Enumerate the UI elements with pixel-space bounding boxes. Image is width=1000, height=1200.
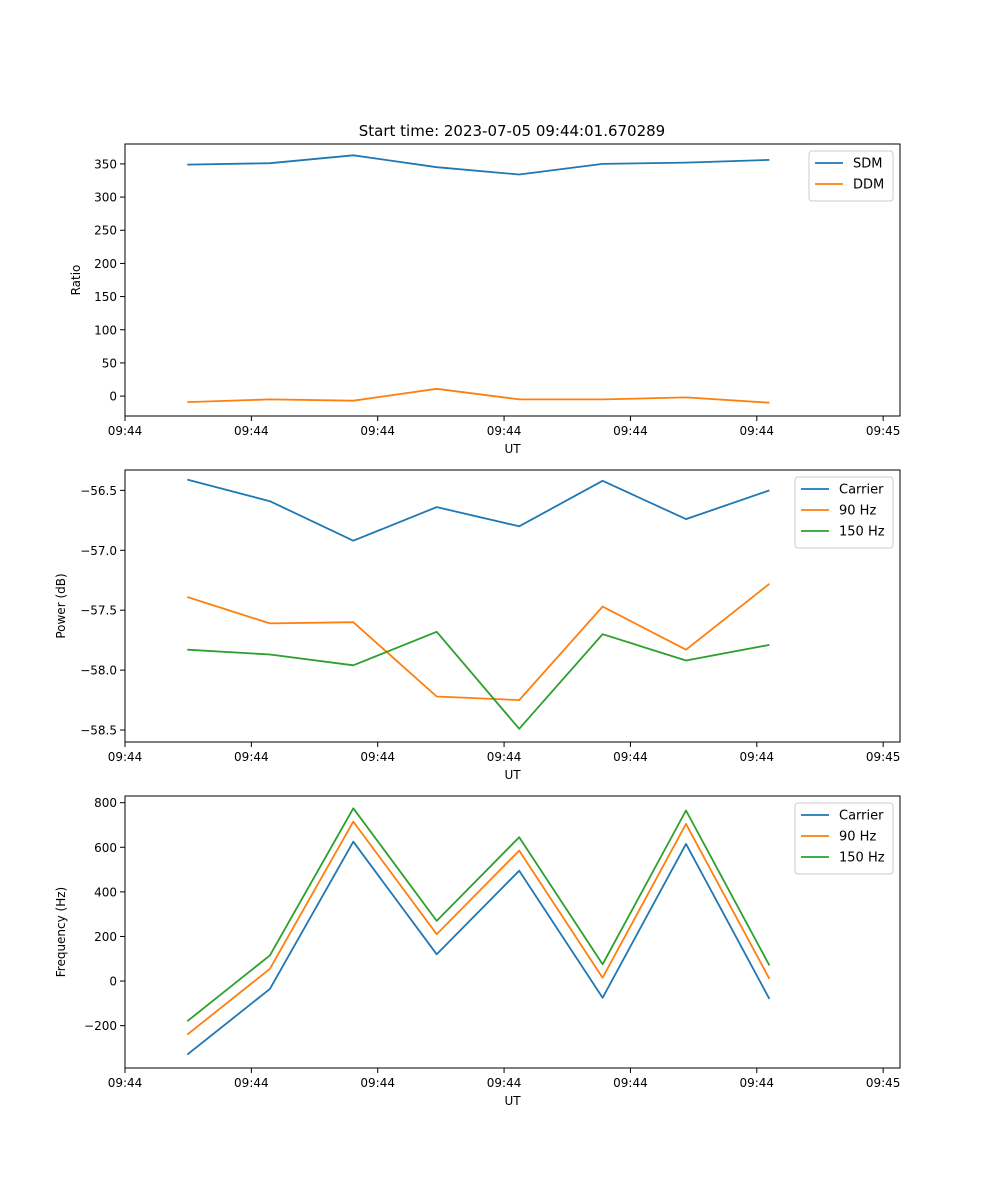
legend: Carrier 90 Hz 150 Hz — [794, 476, 894, 549]
series-line-150-hz — [187, 630, 770, 730]
y-tick-label: −56.5 — [80, 484, 117, 498]
y-tick-label: −58.5 — [80, 724, 117, 738]
y-tick-label: 100 — [94, 323, 117, 337]
x-tick-label: 09:44 — [487, 750, 522, 764]
y-tick-label: −57.5 — [80, 604, 117, 618]
y-tick-label: 0 — [109, 975, 117, 989]
x-tick-label: 09:44 — [108, 1076, 143, 1090]
series-line-carrier — [187, 478, 770, 542]
x-tick-label: 09:44 — [613, 1076, 648, 1090]
x-tick-label: 09:44 — [108, 750, 143, 764]
x-tick-label: 09:44 — [613, 424, 648, 438]
x-tick-label: 09:44 — [234, 1076, 269, 1090]
series-line-sdm — [187, 154, 770, 176]
legend: Carrier 90 Hz 150 Hz — [794, 802, 894, 875]
legend-label: Carrier — [839, 483, 884, 498]
y-tick-label: 250 — [94, 224, 117, 238]
x-tick-label: 09:44 — [234, 750, 269, 764]
legend-label: 90 Hz — [839, 504, 876, 519]
x-tick-label: 09:44 — [360, 750, 395, 764]
figure-title: Start time: 2023-07-05 09:44:01.670289 — [359, 122, 665, 140]
legend-label: 90 Hz — [839, 830, 876, 845]
y-tick-label: −57.0 — [80, 544, 117, 558]
y-tick-label: 400 — [94, 885, 117, 899]
y-axis-label: Power (dB) — [54, 573, 68, 638]
plot-frame — [124, 795, 901, 1069]
x-tick-label: 09:44 — [739, 1076, 774, 1090]
series-line-carrier — [186, 840, 771, 1056]
x-tick-label: 09:45 — [866, 1076, 901, 1090]
plot-1: 09:44 09:44 09:44 09:44 09:44 09:44 09:45 0 50 10… — [69, 143, 901, 456]
y-tick-label: 300 — [94, 191, 117, 205]
x-tick-label: 09:45 — [866, 424, 901, 438]
x-tick-label: 09:44 — [234, 424, 269, 438]
y-axis-label: Frequency (Hz) — [54, 887, 68, 978]
y-tick-label: 150 — [94, 290, 117, 304]
x-tick-label: 09:44 — [613, 750, 648, 764]
x-axis-label: UT — [504, 1094, 521, 1108]
y-axis-label: Ratio — [69, 265, 83, 296]
y-tick-label: 200 — [94, 257, 117, 271]
y-tick-label: 200 — [94, 930, 117, 944]
legend-label: Carrier — [839, 809, 884, 824]
x-tick-label: 09:44 — [108, 424, 143, 438]
x-tick-label: 09:44 — [487, 1076, 522, 1090]
y-tick-label: 800 — [94, 796, 117, 810]
series-line-90-hz — [187, 583, 770, 701]
x-tick-label: 09:44 — [739, 750, 774, 764]
legend-label: 150 Hz — [839, 851, 885, 866]
legend-label: 150 Hz — [839, 525, 885, 540]
series-line-ddm — [187, 387, 770, 404]
y-tick-label: 50 — [102, 356, 117, 370]
x-tick-label: 09:44 — [360, 424, 395, 438]
series-line-150-hz — [186, 807, 771, 1022]
y-tick-label: 600 — [94, 841, 117, 855]
plot-frame — [124, 143, 901, 417]
x-tick-label: 09:44 — [360, 1076, 395, 1090]
plot-3: 09:44 09:44 09:44 09:44 09:44 09:44 09:45 −200 0… — [54, 795, 901, 1108]
x-tick-label: 09:45 — [866, 750, 901, 764]
plot-frame — [124, 469, 901, 743]
x-tick-label: 09:44 — [487, 424, 522, 438]
legend-label: DDM — [853, 178, 884, 193]
plot-2: 09:44 09:44 09:44 09:44 09:44 09:44 09:45 −58.5… — [54, 469, 901, 782]
x-axis-label: UT — [504, 442, 521, 456]
x-axis-label: UT — [504, 768, 521, 782]
y-tick-label: −58.0 — [80, 664, 117, 678]
legend: SDM DDM — [808, 150, 894, 202]
series-line-90-hz — [186, 820, 771, 1036]
y-tick-label: 0 — [109, 390, 117, 404]
y-tick-label: −200 — [84, 1019, 117, 1033]
x-tick-label: 09:44 — [739, 424, 774, 438]
y-tick-label: 350 — [94, 157, 117, 171]
legend-label: SDM — [853, 157, 882, 172]
